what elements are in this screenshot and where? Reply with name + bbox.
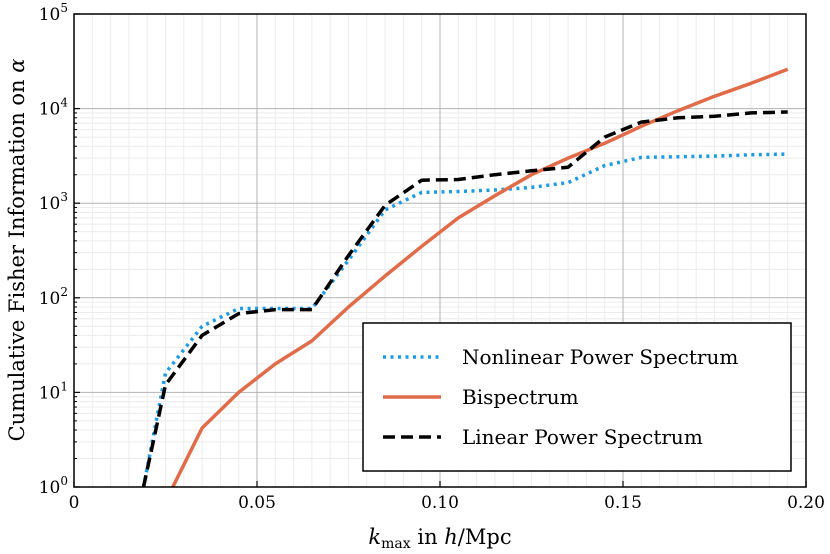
y-tick-label: 104 (39, 96, 69, 120)
y-axis-label: Cumulative Fisher Information on α (5, 59, 29, 442)
y-tick-label: 101 (39, 379, 68, 403)
legend: Nonlinear Power Spectrum Bispectrum Line… (362, 322, 792, 472)
series-line-nonlinear-power-spectrum (141, 152, 788, 487)
y-tick-label: 105 (39, 1, 68, 25)
y-tick-label: 103 (39, 190, 68, 214)
x-tick-label: 0.05 (238, 493, 276, 513)
legend-label-nonlinear-power-spectrum: Nonlinear Power Spectrum (462, 345, 738, 369)
x-tick-label: 0.15 (604, 493, 642, 513)
y-axis-ticks: 100 101 102 103 104 105 (39, 1, 80, 498)
y-label-text: Cumulative Fisher Information on (5, 73, 29, 442)
y-label-symbol: α (5, 59, 29, 73)
x-label-middle: in (411, 525, 445, 549)
x-tick-label: 0.20 (787, 493, 825, 513)
series-line-bispectrum (170, 67, 789, 487)
x-axis-label: kmax in h/Mpc (368, 525, 511, 552)
x-tick-label: 0.10 (421, 493, 459, 513)
x-label-subscript: max (381, 536, 411, 552)
x-label-italic-unit: h (444, 525, 458, 549)
x-axis-ticks: 0 0.05 0.10 0.15 0.20 (69, 481, 825, 513)
legend-label-linear-power-spectrum: Linear Power Spectrum (462, 425, 703, 449)
series-layer (141, 67, 789, 487)
legend-label-bispectrum: Bispectrum (462, 385, 579, 409)
y-tick-label: 100 (39, 474, 68, 498)
series-line-linear-power-spectrum (141, 110, 788, 487)
x-tick-label: 0 (69, 493, 80, 513)
x-label-main: k (368, 525, 381, 549)
y-tick-label: 102 (39, 285, 68, 309)
x-label-rest: /Mpc (458, 525, 512, 549)
